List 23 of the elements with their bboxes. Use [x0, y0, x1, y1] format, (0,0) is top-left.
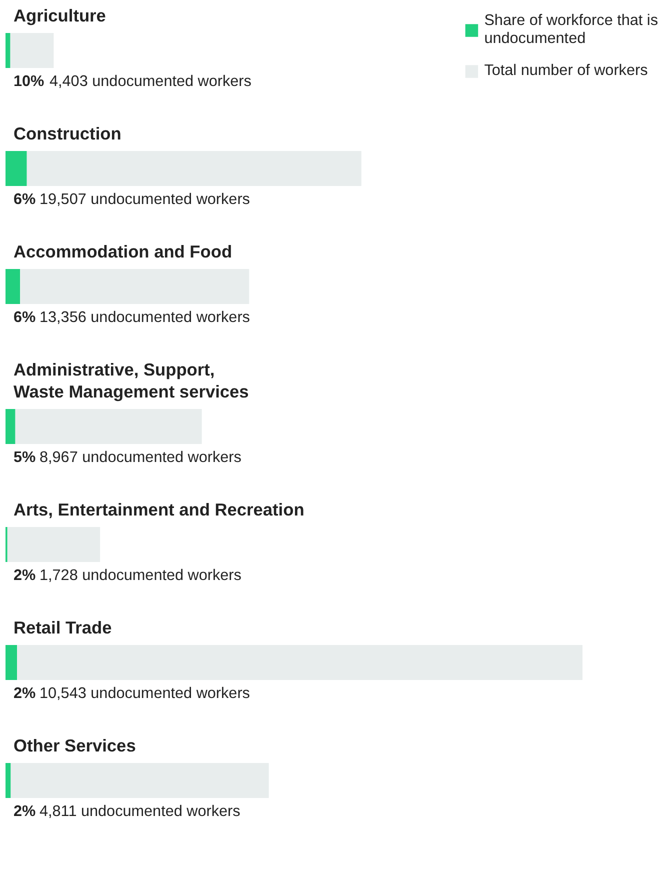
data-label: 8,967 undocumented workers: [40, 449, 242, 466]
y-tick-label: Agriculture: [14, 6, 106, 26]
y-tick-label: Arts, Entertainment and Recreation: [14, 500, 304, 520]
data-label: 19,507 undocumented workers: [40, 191, 250, 208]
legend-label: Share of workforce that is undocumented: [484, 12, 658, 48]
legend-label: Total number of workers: [484, 62, 648, 80]
data-label: 13,356 undocumented workers: [40, 309, 250, 326]
data-label: 4,403 undocumented workers: [50, 73, 252, 90]
y-tick-label: Construction: [14, 124, 122, 144]
data-label: 1,728 undocumented workers: [40, 567, 242, 584]
data-label: 10,543 undocumented workers: [40, 685, 250, 702]
y-tick-label: Administrative, Support, Waste Management services: [14, 360, 249, 402]
y-tick-label: Retail Trade: [14, 618, 112, 638]
annotation: 2%: [14, 567, 36, 584]
annotation: 2%: [14, 685, 36, 702]
annotation: 2%: [14, 803, 36, 820]
annotation: 10%: [14, 73, 45, 90]
annotation: 5%: [14, 449, 36, 466]
y-tick-label: Other Services: [14, 736, 136, 756]
annotation: 6%: [14, 191, 36, 208]
data-label: 4,811 undocumented workers: [40, 803, 241, 820]
annotation: 6%: [14, 309, 36, 326]
y-tick-label: Accommodation and Food: [14, 242, 232, 262]
